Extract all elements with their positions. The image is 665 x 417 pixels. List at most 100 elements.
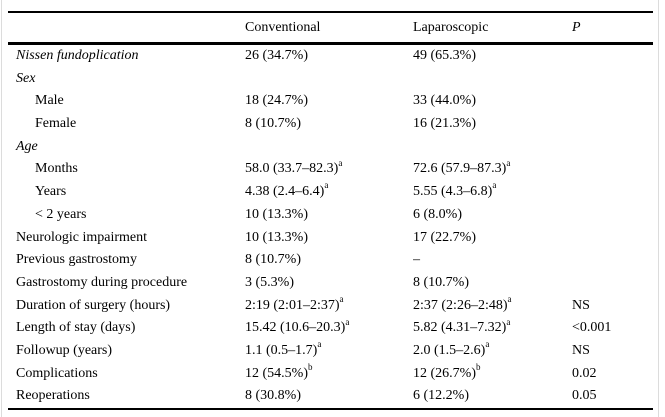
footnote-marker: b	[308, 362, 313, 372]
table-row: Nissen fundoplication 26 (34.7%) 49 (65.3%…	[8, 45, 653, 68]
p-value	[572, 45, 653, 68]
row-label: Length of stay (days)	[16, 320, 136, 336]
table-header: Conventional Laparoscopic P	[8, 13, 653, 45]
row-label: Gastrostomy during procedure	[16, 274, 188, 290]
p-value	[572, 272, 653, 295]
column-header-laparoscopic: Laparoscopic	[413, 20, 489, 35]
row-label: Female	[35, 116, 77, 132]
p-value	[572, 68, 653, 91]
p-value	[572, 227, 653, 250]
conventional-value: 2:19 (2:01–2:37)a	[245, 294, 344, 313]
p-value: NS	[572, 342, 590, 358]
conventional-value: 26 (34.7%)	[245, 48, 308, 63]
row-label: Followup (years)	[16, 342, 113, 358]
laparoscopic-value: 72.6 (57.9–87.3)a	[413, 158, 511, 177]
footnote-marker: a	[506, 158, 511, 168]
conventional-value: 8 (30.8%)	[245, 388, 301, 404]
conventional-value: 4.38 (2.4–6.4)a	[245, 181, 329, 200]
table-row: Length of stay (days) 15.42 (10.6–20.3)a 5…	[8, 317, 653, 340]
table-row: Duration of surgery (hours) 2:19 (2:01–2:…	[8, 295, 653, 318]
p-value	[572, 113, 653, 136]
table-row: Gastrostomy during procedure 3 (5.3%) 8 (1…	[8, 272, 653, 295]
conventional-value	[245, 68, 413, 91]
column-header-empty	[8, 13, 245, 42]
table-row: Male 18 (24.7%) 33 (44.0%)	[8, 90, 653, 113]
p-value	[572, 136, 653, 159]
table-row: Complications 12 (54.5%)b 12 (26.7%)b 0.02	[8, 363, 653, 386]
row-label: < 2 years	[35, 206, 87, 222]
table-row: Years 4.38 (2.4–6.4)a 5.55 (4.3–6.8)a	[8, 181, 653, 204]
p-value: 0.02	[572, 365, 597, 381]
laparoscopic-value: 6 (12.2%)	[413, 388, 469, 404]
laparoscopic-value	[413, 136, 572, 159]
table-row: Neurologic impairment 10 (13.3%) 17 (22.7%…	[8, 227, 653, 250]
row-label: Duration of surgery (hours)	[16, 297, 171, 313]
conventional-value: 58.0 (33.7–82.3)a	[245, 158, 343, 177]
footnote-marker: a	[507, 294, 512, 304]
row-label: Neurologic impairment	[16, 229, 148, 245]
laparoscopic-value: 16 (21.3%)	[413, 116, 476, 132]
column-header-p: P	[572, 20, 581, 35]
table-body: Nissen fundoplication 26 (34.7%) 49 (65.3%…	[8, 45, 653, 408]
footnote-marker: a	[317, 339, 322, 350]
footnote-marker: a	[339, 294, 344, 304]
conventional-value: 8 (10.7%)	[245, 252, 301, 268]
p-value	[572, 90, 653, 113]
p-value	[572, 181, 653, 204]
conventional-value: 18 (24.7%)	[245, 93, 308, 109]
table-row: Followup (years) 1.1 (0.5–1.7)a 2.0 (1.5–2…	[8, 340, 653, 363]
column-header-conventional: Conventional	[245, 20, 321, 35]
footnote-marker: b	[476, 362, 481, 372]
conventional-value: 10 (13.3%)	[245, 206, 308, 222]
laparoscopic-value: 6 (8.0%)	[413, 206, 462, 222]
row-label: Years	[35, 184, 67, 200]
footnote-marker: a	[485, 339, 490, 350]
footnote-marker: a	[345, 317, 350, 327]
laparoscopic-value: 2:37 (2:26–2:48)a	[413, 294, 512, 313]
p-value	[572, 158, 653, 181]
laparoscopic-value: –	[413, 252, 420, 268]
conventional-value	[245, 136, 413, 159]
conventional-value: 8 (10.7%)	[245, 116, 301, 132]
laparoscopic-value: 5.55 (4.3–6.8)a	[413, 181, 497, 200]
row-label: Reoperations	[16, 388, 90, 404]
p-value	[572, 204, 653, 227]
laparoscopic-value: 8 (10.7%)	[413, 274, 469, 290]
laparoscopic-value: 33 (44.0%)	[413, 93, 476, 109]
conventional-value: 3 (5.3%)	[245, 274, 294, 290]
footnote-marker: a	[492, 181, 497, 191]
scan-edge-right	[658, 0, 659, 417]
scan-edge-left	[1, 0, 2, 417]
row-label: Nissen fundoplication	[16, 48, 139, 63]
laparoscopic-value: 49 (65.3%)	[413, 48, 476, 63]
row-label: Age	[16, 138, 38, 154]
laparoscopic-value	[413, 68, 572, 91]
laparoscopic-value: 17 (22.7%)	[413, 229, 476, 245]
row-label: Male	[35, 93, 64, 109]
p-value: <0.001	[572, 320, 612, 336]
laparoscopic-value: 5.82 (4.31–7.32)a	[413, 317, 511, 336]
footnote-marker: a	[338, 158, 343, 168]
comparison-table: Conventional Laparoscopic P Nissen fundo…	[8, 11, 653, 410]
p-value	[572, 249, 653, 272]
table-row: Months 58.0 (33.7–82.3)a 72.6 (57.9–87.3)a	[8, 158, 653, 181]
conventional-value: 15.42 (10.6–20.3)a	[245, 317, 350, 336]
row-label: Previous gastrostomy	[16, 252, 137, 268]
table-row: Sex	[8, 68, 653, 91]
conventional-value: 12 (54.5%)b	[245, 362, 313, 381]
p-value: 0.05	[572, 388, 597, 404]
footnote-marker: a	[324, 181, 329, 191]
table-row: Age	[8, 136, 653, 159]
conventional-value: 1.1 (0.5–1.7)a	[245, 339, 322, 358]
laparoscopic-value: 2.0 (1.5–2.6)a	[413, 339, 490, 358]
table-row: Female 8 (10.7%) 16 (21.3%)	[8, 113, 653, 136]
table-row: Previous gastrostomy 8 (10.7%) –	[8, 249, 653, 272]
footnote-marker: a	[506, 317, 511, 327]
conventional-value: 10 (13.3%)	[245, 229, 308, 245]
row-label: Complications	[16, 365, 98, 381]
p-value: NS	[572, 297, 590, 313]
laparoscopic-value: 12 (26.7%)b	[413, 362, 481, 381]
table-row: Reoperations 8 (30.8%) 6 (12.2%) 0.05	[8, 385, 653, 408]
table-row: < 2 years 10 (13.3%) 6 (8.0%)	[8, 204, 653, 227]
